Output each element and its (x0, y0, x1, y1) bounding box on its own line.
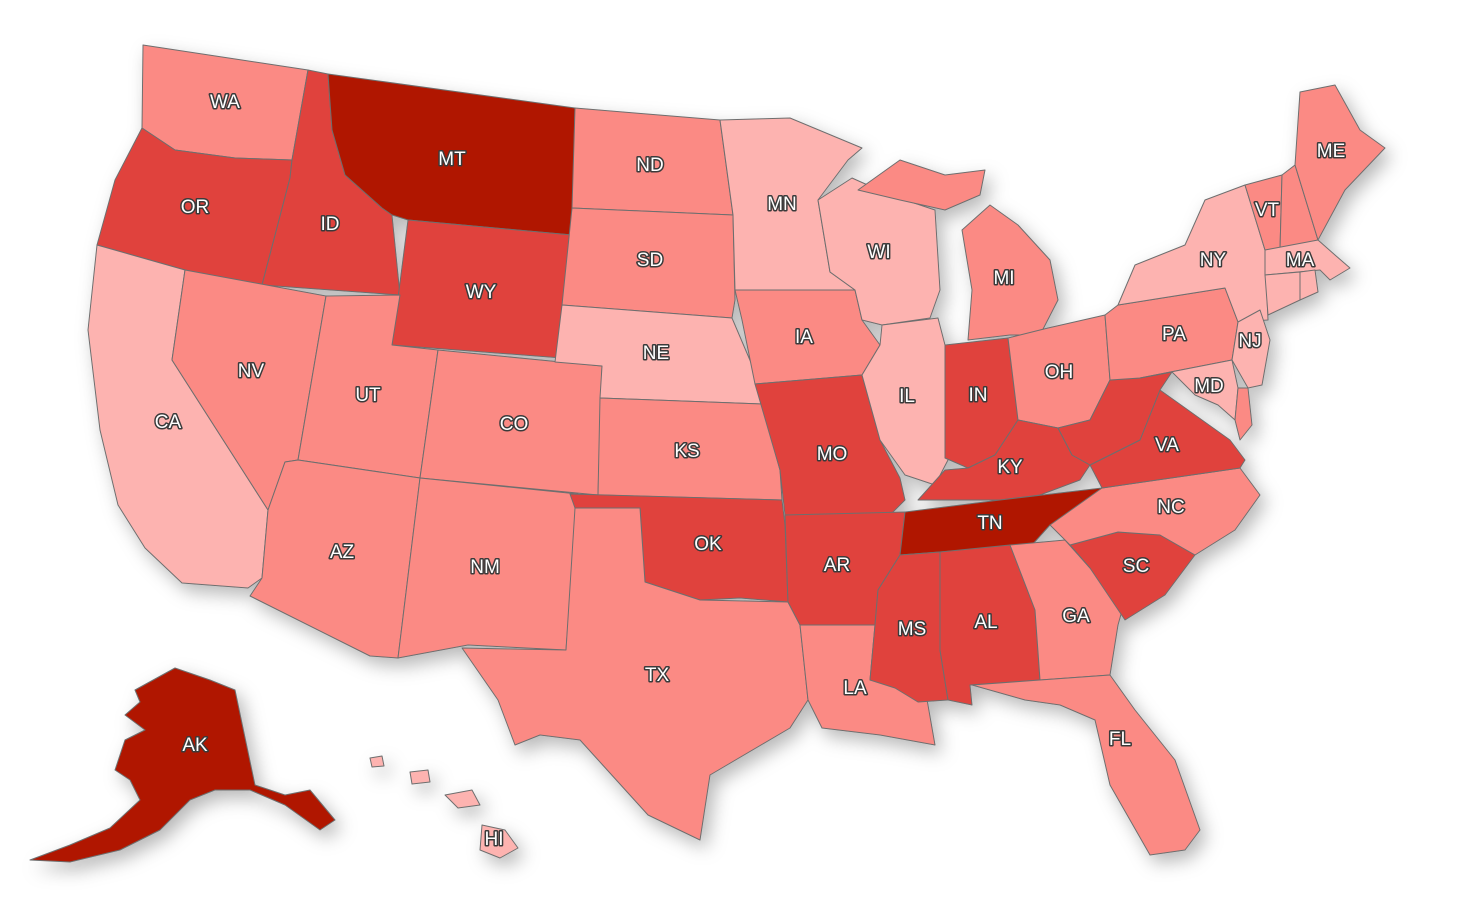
state-fl[interactable] (971, 674, 1201, 856)
state-mi[interactable] (857, 159, 1059, 341)
state-wy[interactable] (391, 219, 573, 359)
state-nm[interactable] (397, 477, 579, 659)
state-il[interactable] (861, 317, 949, 486)
state-nd[interactable] (571, 107, 734, 216)
states-layer (29, 44, 1386, 863)
state-ak[interactable] (29, 667, 336, 863)
state-de[interactable] (1234, 387, 1253, 441)
state-ks[interactable] (597, 397, 783, 501)
state-az[interactable] (249, 459, 421, 659)
state-wa[interactable] (141, 44, 309, 161)
state-nj[interactable] (1231, 309, 1271, 389)
state-me[interactable] (1294, 84, 1386, 241)
state-ct[interactable] (1264, 271, 1301, 316)
state-tx[interactable] (461, 507, 809, 841)
state-sd[interactable] (561, 207, 736, 319)
state-md[interactable] (1139, 359, 1239, 421)
state-hi[interactable] (369, 755, 519, 859)
state-ri[interactable] (1299, 269, 1319, 301)
state-co[interactable] (419, 349, 603, 496)
